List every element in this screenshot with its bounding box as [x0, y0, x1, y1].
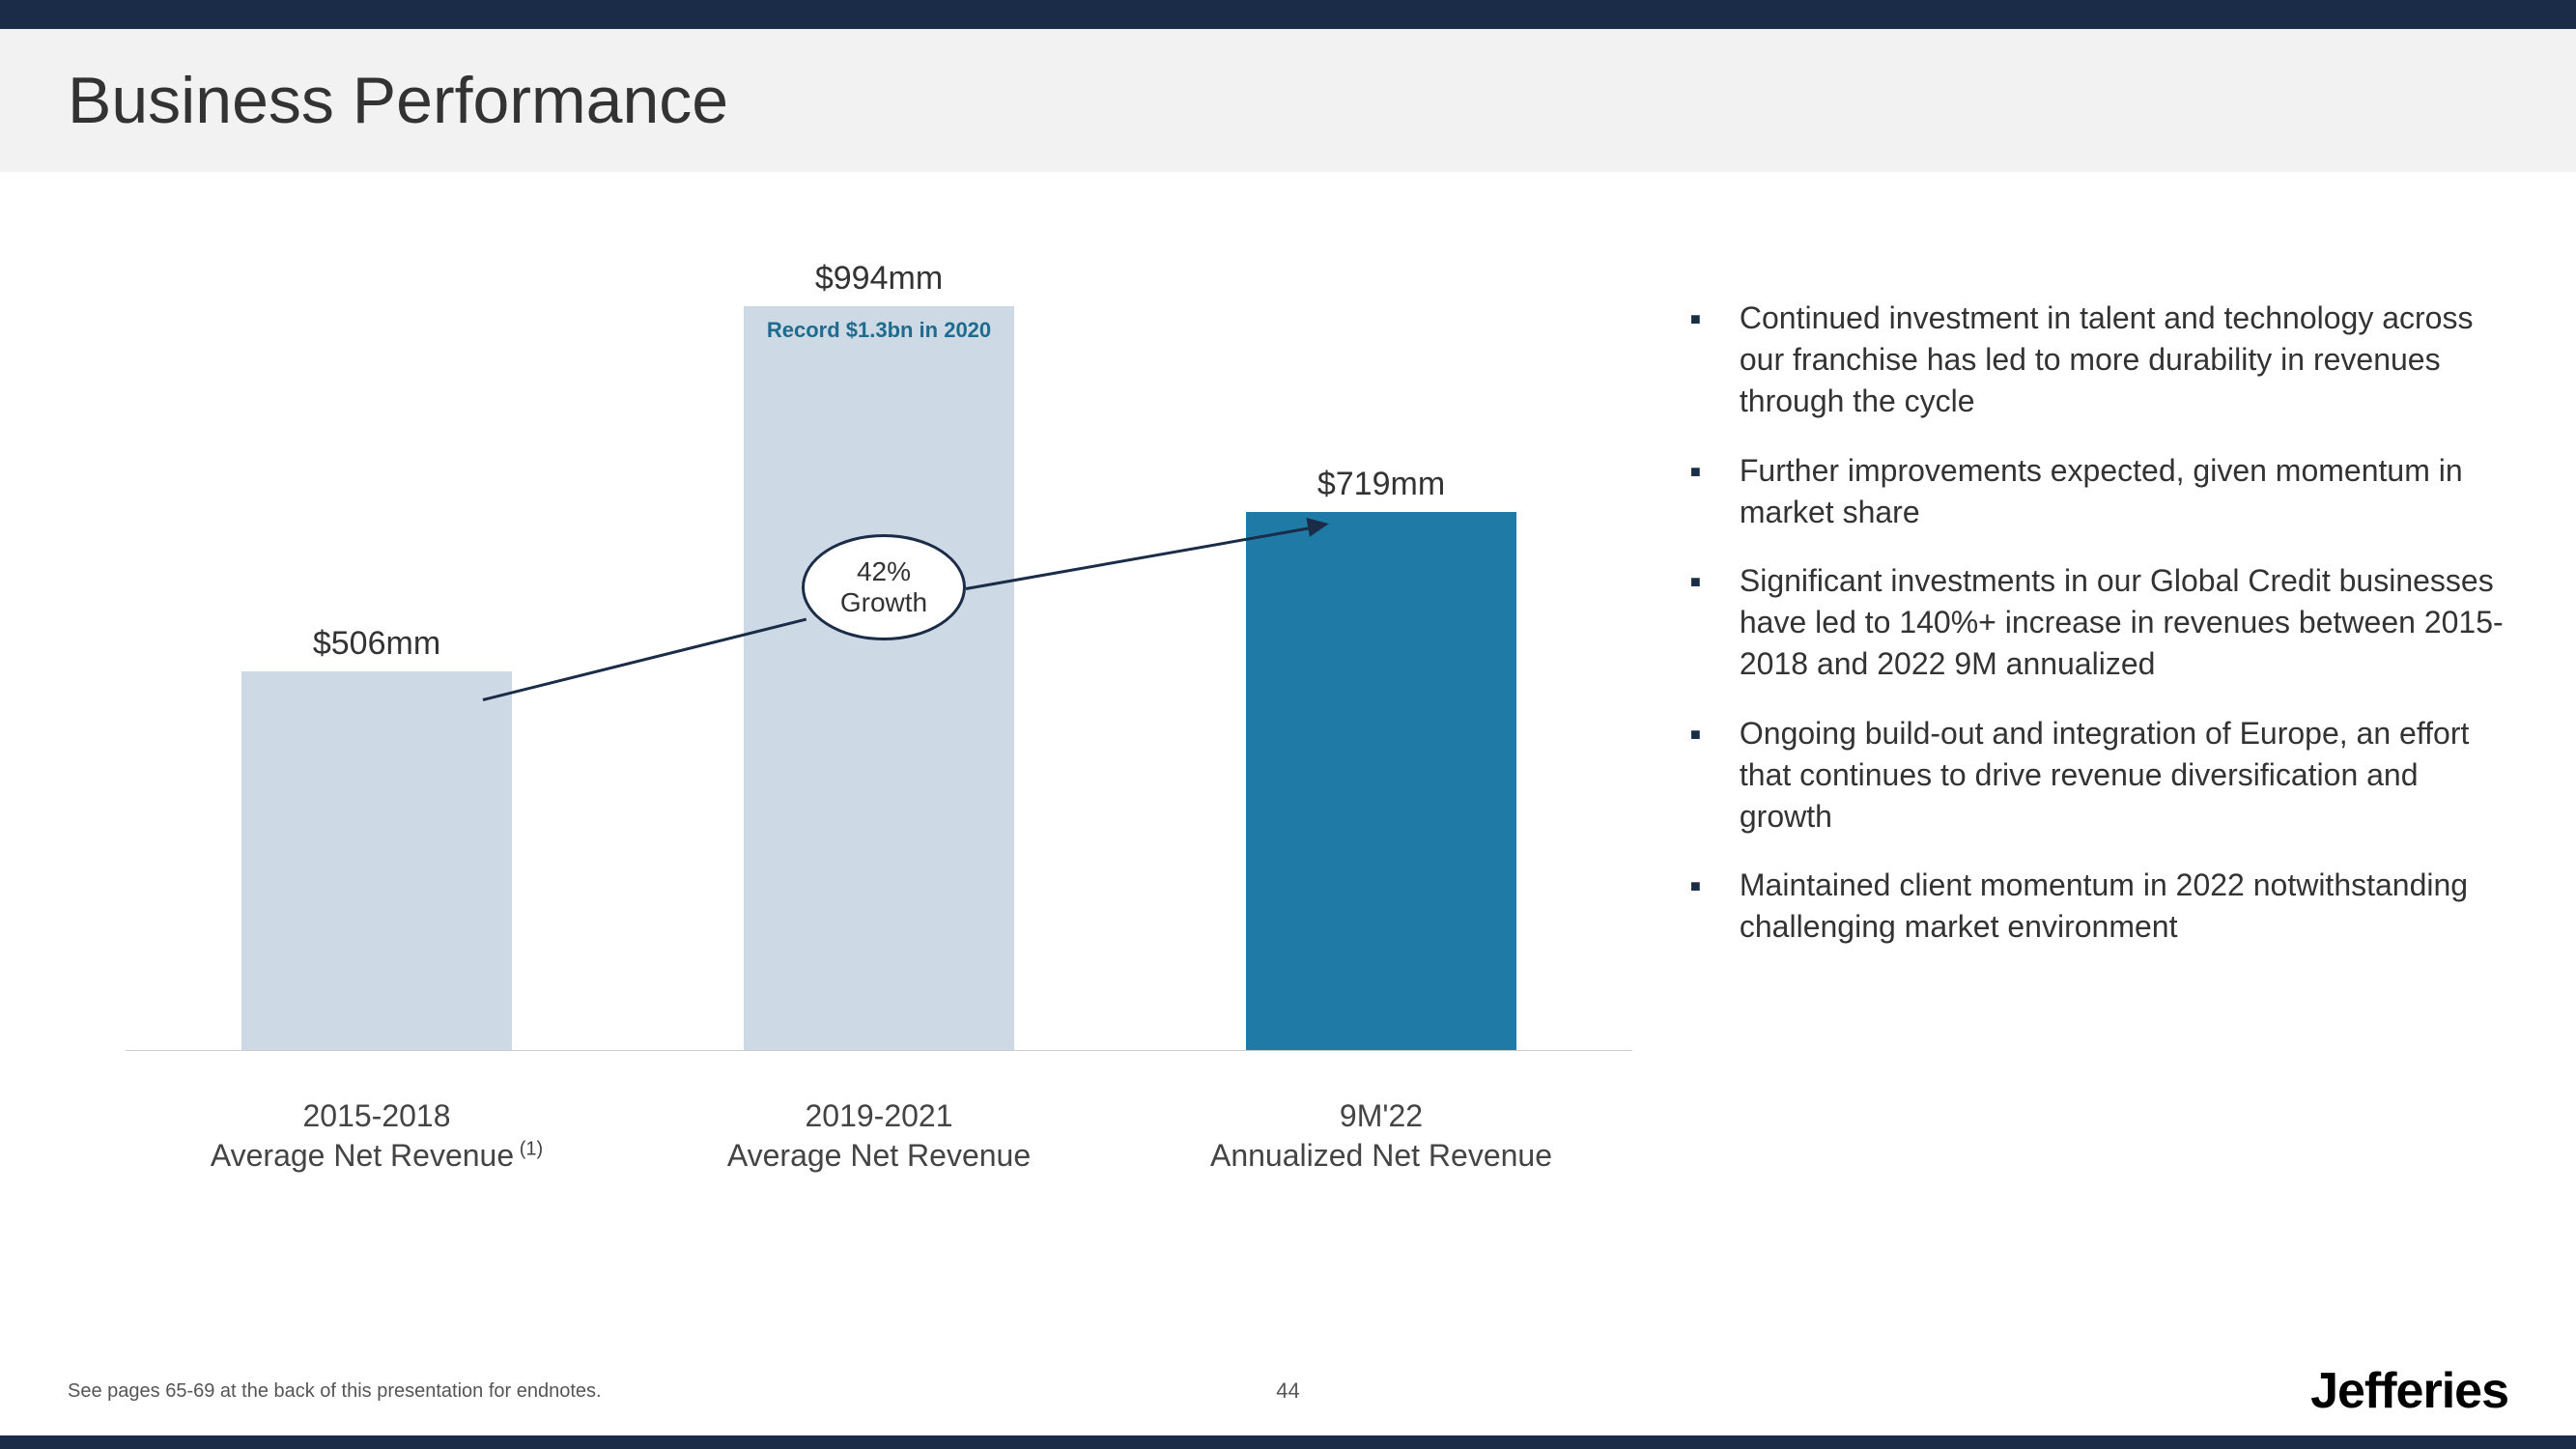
growth-percent: 42%	[857, 556, 911, 587]
footer-bar	[0, 1435, 2576, 1449]
bar-note: Record $1.3bn in 2020	[767, 318, 991, 343]
growth-callout: 42% Growth	[802, 534, 966, 640]
bullet-item: Significant investments in our Global Cr…	[1690, 560, 2508, 686]
growth-label: Growth	[840, 587, 927, 618]
bullet-item: Ongoing build-out and integration of Eur…	[1690, 713, 2508, 838]
page-title: Business Performance	[68, 63, 2508, 138]
title-area: Business Performance	[0, 29, 2576, 172]
x-axis-labels: 2015-2018Average Net Revenue (1)2019-202…	[126, 1096, 1632, 1177]
content-area: $506mm$994mmRecord $1.3bn in 2020$719mm …	[0, 172, 2576, 1273]
x-label: 2015-2018Average Net Revenue (1)	[126, 1096, 628, 1177]
footnote-text: See pages 65-69 at the back of this pres…	[68, 1380, 602, 1403]
bullet-item: Further improvements expected, given mom…	[1690, 450, 2508, 533]
x-label: 9M'22Annualized Net Revenue	[1130, 1096, 1632, 1177]
bullet-list: Continued investment in talent and techn…	[1671, 230, 2508, 1273]
bar: $994mmRecord $1.3bn in 2020	[744, 306, 1014, 1050]
footer: See pages 65-69 at the back of this pres…	[0, 1362, 2576, 1420]
bar-group: $994mmRecord $1.3bn in 2020	[628, 306, 1130, 1050]
bar-group: $506mm	[126, 671, 628, 1050]
bar-chart: $506mm$994mmRecord $1.3bn in 2020$719mm …	[68, 230, 1671, 1273]
company-logo: Jefferies	[2310, 1362, 2508, 1420]
bullet-item: Continued investment in talent and techn…	[1690, 298, 2508, 423]
bar-value-label: $719mm	[1317, 466, 1445, 503]
x-label: 2019-2021Average Net Revenue	[628, 1096, 1130, 1177]
bar-group: $719mm	[1130, 512, 1632, 1050]
arrow-head-icon	[1306, 514, 1330, 537]
header-bar	[0, 0, 2576, 29]
bar-value-label: $994mm	[815, 260, 943, 298]
bar: $719mm	[1246, 512, 1516, 1050]
bars-container: $506mm $994mmRecord $1.3bn in 2020 $719mm	[126, 278, 1632, 1051]
bar-value-label: $506mm	[313, 625, 440, 663]
bar: $506mm	[241, 671, 512, 1050]
bullet-item: Maintained client momentum in 2022 notwi…	[1690, 865, 2508, 948]
page-number: 44	[1276, 1378, 1299, 1404]
